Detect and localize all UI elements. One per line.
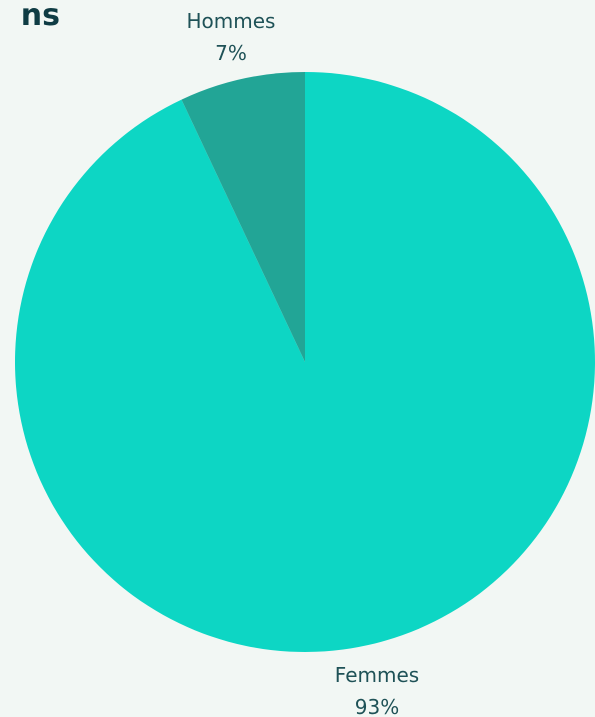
- chart-title-fragment: ns: [20, 0, 60, 33]
- pie-slice-femmes: [14, 72, 595, 653]
- pie-slices: [14, 72, 595, 653]
- slice-value-femmes: 93%: [355, 695, 399, 717]
- pie-labels: Femmes 93% Hommes 7%: [187, 9, 420, 717]
- slice-value-hommes: 7%: [215, 41, 247, 65]
- slice-label-hommes: Hommes: [187, 9, 276, 33]
- pie-slice-hommes: [181, 72, 305, 362]
- slice-label-femmes: Femmes: [335, 663, 419, 687]
